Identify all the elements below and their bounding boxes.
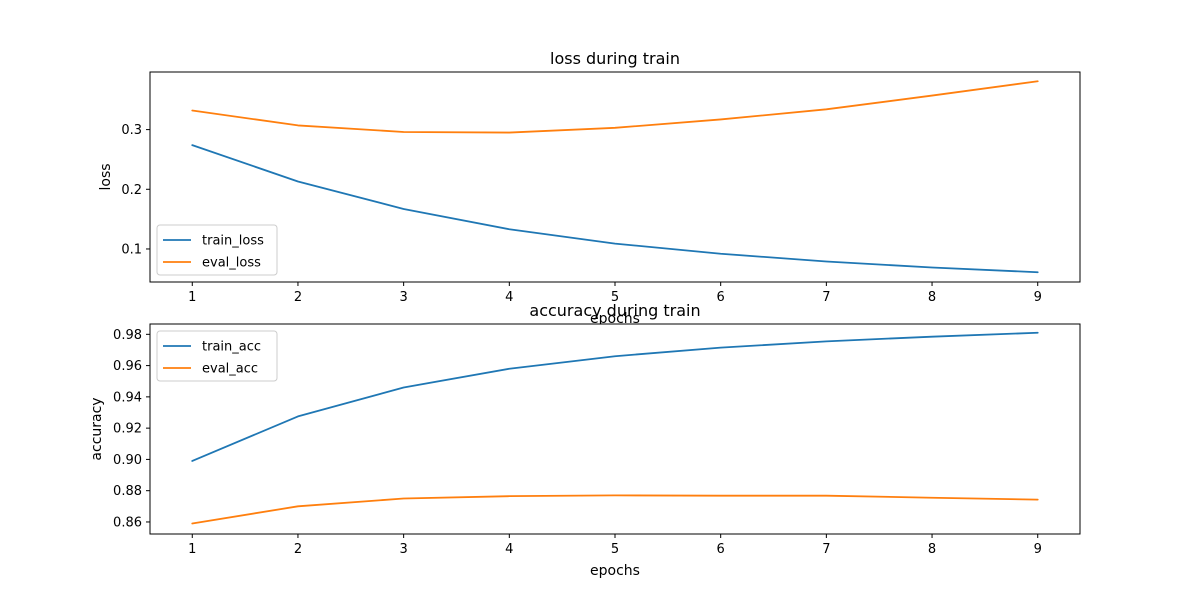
loss-x-tick-label: 5: [611, 290, 619, 305]
loss-x-tick-label: 6: [717, 290, 725, 305]
accuracy-legend-label: eval_acc: [202, 362, 258, 377]
accuracy-x-tick-label: 6: [717, 542, 725, 557]
loss-series-line-eval-loss: [191, 80, 1039, 134]
accuracy-x-tick-label: 4: [505, 542, 513, 557]
accuracy-legend-label: train_acc: [202, 340, 261, 355]
loss-series-lines: [191, 80, 1039, 274]
loss-legend-label: eval_loss: [202, 256, 261, 271]
loss-x-tick-label: 4: [505, 290, 513, 305]
loss-x-tick-label: 1: [188, 290, 196, 305]
accuracy-x-tick-label: 8: [928, 542, 936, 557]
loss-y-axis-label: loss: [98, 163, 114, 190]
accuracy-y-axis-label: accuracy: [89, 397, 105, 460]
accuracy-x-tick-label: 7: [822, 542, 830, 557]
accuracy-y-tick-label: 0.94: [113, 390, 142, 405]
accuracy-y-tick-label: 0.98: [113, 328, 142, 343]
loss-y-tick-label: 0.3: [121, 123, 142, 138]
accuracy-x-tick-label: 2: [294, 542, 302, 557]
loss-legend: train_loss eval_loss: [156, 224, 278, 276]
accuracy-x-tick-label: 5: [611, 542, 619, 557]
loss-legend-label: train_loss: [202, 234, 264, 249]
loss-y-tick-label: 0.1: [121, 242, 142, 257]
loss-x-tick-label: 8: [928, 290, 936, 305]
accuracy-chart-title: accuracy during train: [529, 301, 700, 320]
accuracy-axis-ticks: 1 2 3 4 5 6 7 8 9 0.86 0.88 0.90 0.92 0.94 0.96 0.98: [113, 328, 1042, 557]
loss-x-tick-label: 9: [1034, 290, 1042, 305]
loss-chart-title: loss during train: [550, 49, 680, 68]
loss-y-tick-label: 0.2: [121, 183, 142, 198]
loss-x-axis-label: epochs: [590, 311, 640, 327]
accuracy-x-tick-label: 9: [1034, 542, 1042, 557]
accuracy-series-line-eval-acc: [191, 494, 1039, 525]
loss-axis-ticks: 1 2 3 4 5 6 7 8 9 0.1 0.2 0.3: [121, 123, 1042, 305]
loss-series-line-train-loss: [191, 144, 1039, 274]
loss-x-tick-label: 7: [822, 290, 830, 305]
accuracy-y-tick-label: 0.96: [113, 359, 142, 374]
accuracy-y-tick-label: 0.88: [113, 484, 142, 499]
accuracy-y-tick-label: 0.92: [113, 422, 142, 437]
accuracy-y-tick-label: 0.90: [113, 453, 142, 468]
accuracy-x-tick-label: 3: [399, 542, 407, 557]
accuracy-subplot: 1 2 3 4 5 6 7 8 9 0.86 0.88 0.90 0.92 0.94 0.96 0.98 tr…: [89, 301, 1081, 579]
loss-x-tick-label: 2: [294, 290, 302, 305]
loss-x-tick-label: 3: [399, 290, 407, 305]
loss-subplot: loss during train epochs loss 1 2 3 4 5 6 7 8 9 0…: [98, 49, 1081, 327]
accuracy-legend: train_acc eval_acc: [156, 330, 278, 382]
accuracy-plot-frame: [149, 323, 1081, 535]
loss-plot-frame: [149, 71, 1081, 283]
accuracy-series-line-train-acc: [191, 331, 1039, 462]
accuracy-x-tick-label: 1: [188, 542, 196, 557]
accuracy-y-tick-label: 0.86: [113, 515, 142, 530]
accuracy-series-lines: [191, 331, 1039, 525]
accuracy-x-axis-label: epochs: [590, 563, 640, 579]
